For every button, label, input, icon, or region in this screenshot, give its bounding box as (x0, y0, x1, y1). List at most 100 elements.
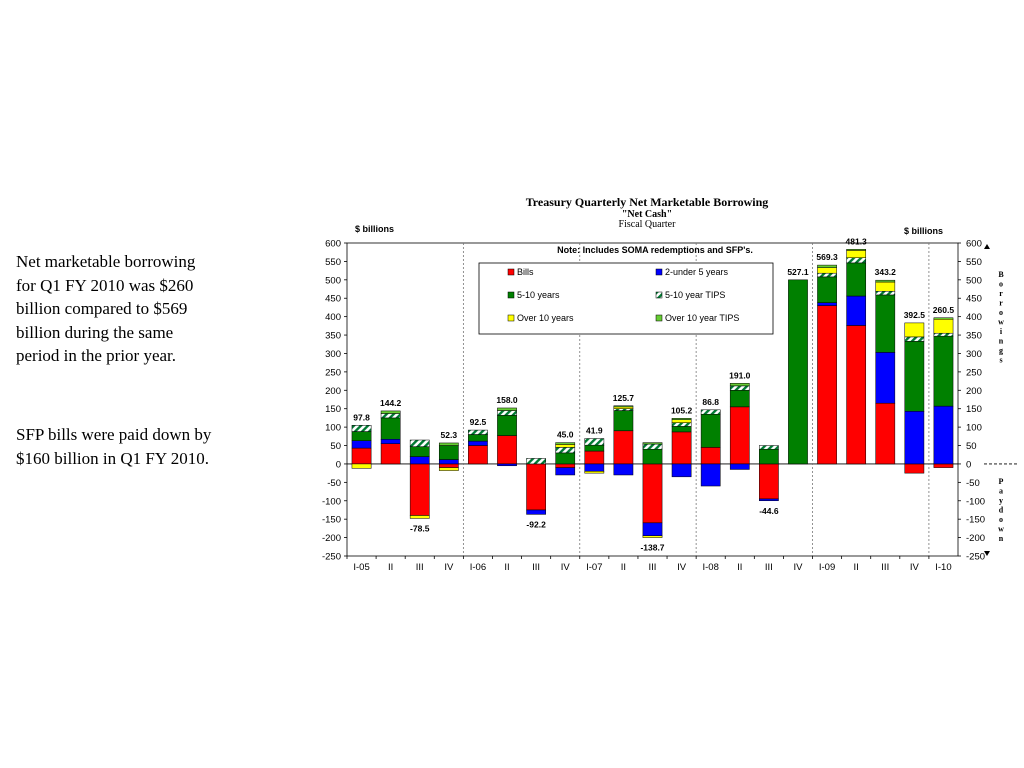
legend-label: 5-10 years (517, 290, 560, 300)
bar-segment-5-10-years (759, 448, 779, 465)
bar-segment-5-10-years (584, 444, 605, 452)
bar-segment-5-10-year-tips (409, 439, 430, 447)
total-label: 527.1 (787, 267, 809, 277)
bar-segment-over-10-year-tips (875, 279, 896, 283)
bar-segment-5-10-years (351, 431, 372, 441)
x-tick-label: IV (444, 562, 454, 573)
left-y-tick-label: 200 (325, 386, 341, 397)
total-label: -92.2 (526, 519, 546, 529)
right-y-tick-label: 250 (966, 367, 982, 378)
legend-label: 5-10 year TIPS (665, 290, 725, 300)
legend-swatch (655, 314, 663, 322)
total-label: 86.8 (702, 397, 719, 407)
bar-segment-2-under-5-years (555, 467, 576, 476)
right-y-tick-label: 300 (966, 349, 982, 360)
bar-segment-bills (933, 463, 954, 468)
bar-segment-5-10-years (438, 445, 459, 460)
bar-segment-2-under-5-years (817, 302, 837, 306)
legend-swatch (507, 268, 515, 276)
bar-segment-5-10-year-tips (933, 332, 954, 337)
bar-segment-2-under-5-years (526, 509, 546, 515)
legend-label: 2-under 5 years (665, 267, 729, 277)
legend-box (478, 262, 774, 335)
x-tick-label: I-10 (935, 562, 951, 573)
right-y-tick-label: 350 (966, 331, 982, 342)
right-label-paydown: n (999, 534, 1004, 543)
bar-segment-over-10-year-tips (671, 418, 692, 421)
right-y-tick-label: 150 (966, 404, 982, 415)
bar-segment-2-under-5-years (409, 456, 430, 465)
total-label: 191.0 (729, 370, 751, 380)
left-y-tick-label: 150 (325, 404, 341, 415)
bar-segment-5-10-year-tips (817, 272, 837, 278)
bar-segment-bills (759, 463, 779, 500)
total-label: 343.2 (875, 267, 897, 277)
bar-segment-2-under-5-years (729, 463, 750, 470)
bar-segment-2-under-5-years (642, 522, 663, 536)
bar-segment-over-10-year-tips (497, 407, 517, 411)
bar-segment-5-10-year-tips (904, 336, 925, 342)
bar-segment-over-10-years (846, 250, 867, 258)
right-axis-unit: $ billions (904, 226, 943, 236)
bar-segment-5-10-year-tips (613, 408, 634, 411)
borrowings-arrow (984, 244, 990, 249)
bar-segment-bills (700, 447, 721, 465)
legend-label: Over 10 years (517, 313, 574, 323)
paydown-arrow (984, 551, 990, 556)
bar-segment-5-10-years (613, 410, 634, 432)
bar-segment-over-10-years (613, 406, 634, 409)
right-label-borrowings: s (999, 356, 1002, 365)
left-y-tick-label: -150 (322, 515, 341, 526)
right-label-borrowings: o (999, 308, 1003, 317)
right-label-borrowings: i (1000, 327, 1003, 336)
bar-segment-5-10-years (671, 426, 692, 433)
total-label: 97.8 (353, 412, 370, 422)
bar-segment-over-10-year-tips (555, 442, 576, 445)
commentary-paragraph-1: Net marketable borrowing for Q1 FY 2010 … (16, 252, 196, 365)
bar-segment-5-10-year-tips (380, 413, 401, 419)
bar-segment-2-under-5-years (351, 440, 372, 449)
left-axis-unit: $ billions (355, 224, 394, 234)
left-y-tick-label: 300 (325, 349, 341, 360)
bar-segment-bills (904, 463, 925, 474)
bar-segment-over-10-years (409, 515, 430, 519)
bar-segment-bills (729, 406, 750, 465)
right-label-paydown: d (999, 506, 1004, 515)
bar-segment-bills (380, 443, 401, 465)
bar-segment-2-under-5-years (904, 411, 925, 465)
bar-segment-over-10-years (671, 419, 692, 423)
bar-segment-5-10-years (700, 413, 721, 448)
left-y-tick-label: 250 (325, 367, 341, 378)
x-tick-label: I-09 (819, 562, 835, 573)
bar-segment-5-10-year-tips (584, 438, 605, 446)
bar-segment-over-10-years (438, 467, 459, 471)
bar-segment-over-10-years (904, 322, 925, 338)
right-label-paydown: o (999, 515, 1003, 524)
bar-segment-5-10-years (468, 434, 488, 442)
bar-segment-2-under-5-years (875, 352, 896, 404)
bar-segment-5-10-year-tips (351, 425, 372, 432)
bar-segment-over-10-years (584, 471, 605, 474)
bar-segment-5-10-year-tips (497, 410, 517, 416)
x-tick-label: II (504, 562, 509, 573)
total-label: -138.7 (640, 543, 664, 553)
left-y-tick-label: 350 (325, 331, 341, 342)
bar-segment-5-10-years (788, 279, 808, 465)
right-label-paydown: P (999, 477, 1004, 486)
right-label-borrowings: B (998, 270, 1004, 279)
x-tick-label: IV (793, 562, 803, 573)
right-y-tick-label: -100 (966, 496, 985, 507)
bar-segment-2-under-5-years (438, 459, 459, 465)
bar-segment-2-under-5-years (584, 463, 605, 472)
bar-segment-2-under-5-years (759, 498, 779, 502)
left-y-tick-label: -200 (322, 533, 341, 544)
right-label-borrowings: n (999, 337, 1004, 346)
bar-segment-bills (846, 325, 867, 465)
legend-swatch (507, 291, 515, 299)
right-y-tick-label: 0 (966, 459, 971, 470)
x-tick-label: II (621, 562, 626, 573)
x-tick-label: I-07 (586, 562, 602, 573)
total-label: 144.2 (380, 398, 402, 408)
bar-segment-over-10-year-tips (846, 249, 867, 251)
